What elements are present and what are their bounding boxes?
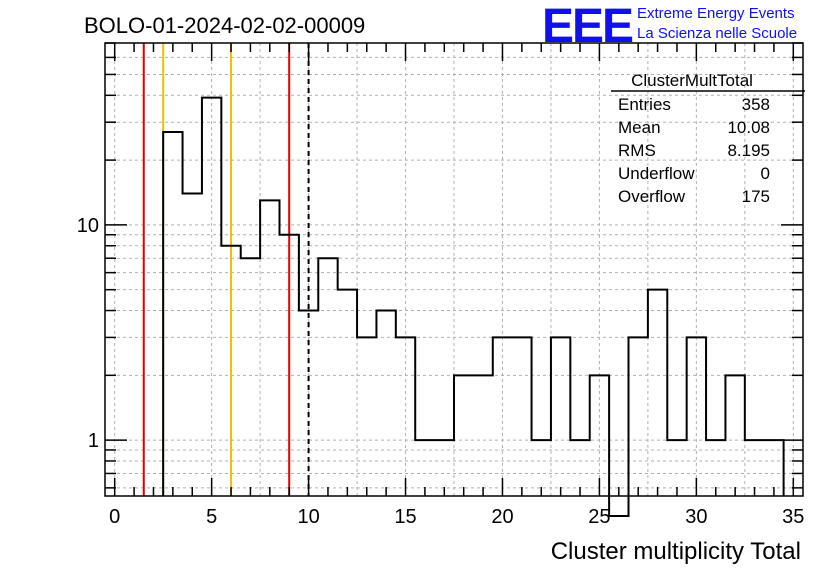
logo-line-2: La Scienza nelle Scuole bbox=[637, 25, 797, 42]
stats-value: 8.195 bbox=[727, 141, 770, 160]
stats-value: 0 bbox=[761, 164, 770, 183]
stats-label: Entries bbox=[618, 95, 671, 114]
x-axis-label: Cluster multiplicity Total bbox=[551, 538, 801, 565]
stats-label: Underflow bbox=[618, 164, 695, 183]
chart-title: BOLO-01-2024-02-02-00009 bbox=[84, 13, 365, 38]
y-tick-label: 10 bbox=[77, 215, 99, 237]
stats-title: ClusterMultTotal bbox=[631, 71, 753, 90]
stats-label: Overflow bbox=[618, 187, 686, 206]
reference-lines bbox=[142, 43, 310, 496]
stats-value: 175 bbox=[742, 187, 770, 206]
logo: EEE Extreme Energy Events La Scienza nel… bbox=[542, 0, 797, 53]
stats-label: Mean bbox=[618, 118, 661, 137]
stats-label: RMS bbox=[618, 141, 656, 160]
x-tick-label: 20 bbox=[491, 506, 513, 528]
x-tick-label: 35 bbox=[782, 506, 804, 528]
y-tick-label: 1 bbox=[88, 430, 99, 452]
stats-value: 358 bbox=[742, 95, 770, 114]
x-tick-label: 0 bbox=[109, 506, 120, 528]
stats-value: 10.08 bbox=[727, 118, 770, 137]
logo-line-1: Extreme Energy Events bbox=[637, 5, 795, 22]
x-tick-label: 10 bbox=[297, 506, 319, 528]
y-axis-ticks: 1 10 bbox=[77, 42, 803, 489]
x-tick-label: 30 bbox=[685, 506, 707, 528]
x-tick-label: 5 bbox=[206, 506, 217, 528]
stats-box: ClusterMultTotal Entries 358 Mean 10.08 RMS 8… bbox=[611, 71, 805, 206]
plot-frame bbox=[104, 42, 804, 497]
x-axis-ticks: 0 5 10 15 20 25 30 35 bbox=[109, 43, 804, 528]
x-tick-label: 25 bbox=[588, 506, 610, 528]
histogram-line bbox=[162, 96, 785, 517]
x-tick-label: 15 bbox=[394, 506, 416, 528]
logo-mark: EEE bbox=[542, 0, 633, 53]
